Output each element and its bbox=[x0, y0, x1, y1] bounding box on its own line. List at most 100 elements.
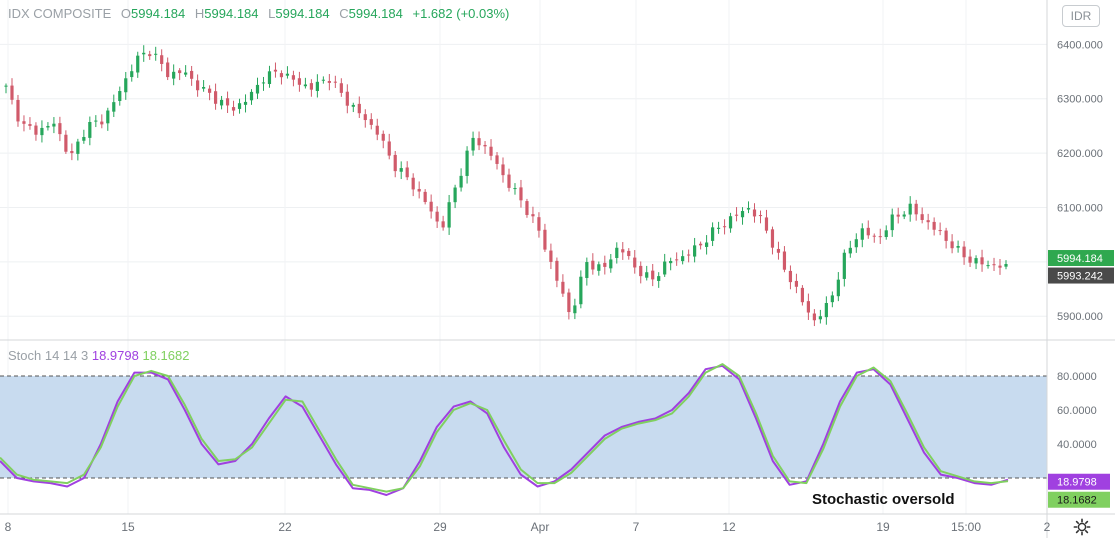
candle-body bbox=[746, 208, 751, 210]
candle-body bbox=[22, 121, 26, 124]
candle-body bbox=[872, 235, 876, 237]
candle-body bbox=[213, 91, 218, 104]
candle-body bbox=[285, 73, 290, 76]
candle-body bbox=[291, 75, 296, 80]
candle-body bbox=[860, 228, 864, 240]
stoch-d-tag-label: 18.1682 bbox=[1057, 495, 1097, 507]
price-tick-label: 6400.000 bbox=[1057, 39, 1103, 51]
candle-body bbox=[327, 81, 331, 83]
candle-body bbox=[579, 276, 583, 305]
price-tick-label: 6100.000 bbox=[1057, 202, 1103, 214]
time-tick-label: 12 bbox=[722, 520, 736, 534]
symbol-label[interactable]: IDX COMPOSITE bbox=[8, 6, 112, 21]
candle-body bbox=[393, 154, 397, 172]
candle-body bbox=[10, 85, 14, 100]
candle-body bbox=[591, 260, 595, 270]
candle-body bbox=[160, 55, 164, 64]
candle-body bbox=[890, 214, 894, 231]
time-tick-label: 2 bbox=[1044, 520, 1051, 534]
candle-body bbox=[357, 103, 361, 114]
candles[interactable] bbox=[4, 45, 1008, 327]
candle-body bbox=[944, 230, 948, 241]
candle-body bbox=[609, 259, 613, 269]
price-tick-label: 6300.000 bbox=[1057, 94, 1103, 106]
oversold-annotation: Stochastic oversold bbox=[812, 491, 955, 508]
candle-body bbox=[315, 81, 319, 92]
candle-body bbox=[453, 187, 457, 203]
candle-body bbox=[699, 243, 703, 246]
candle-body bbox=[573, 305, 577, 314]
candle-body bbox=[477, 138, 481, 146]
candle-body bbox=[956, 246, 960, 248]
candle-body bbox=[130, 71, 134, 78]
candle-body bbox=[926, 220, 930, 223]
stoch-name[interactable]: Stoch 14 14 3 bbox=[8, 348, 89, 363]
high-key: H bbox=[194, 6, 205, 21]
candle-body bbox=[938, 230, 942, 232]
stoch-lines[interactable] bbox=[0, 363, 1009, 496]
currency-button[interactable]: IDR bbox=[1062, 5, 1100, 27]
candle-body bbox=[998, 265, 1002, 268]
low-key: L bbox=[268, 6, 276, 21]
candle-body bbox=[657, 276, 661, 281]
candle-body bbox=[740, 211, 745, 218]
candle-body bbox=[225, 98, 230, 106]
price-tick-label: 6200.000 bbox=[1057, 148, 1103, 160]
candle-body bbox=[896, 214, 900, 217]
candle-body bbox=[52, 123, 56, 127]
candle-body bbox=[124, 78, 128, 93]
candle-body bbox=[675, 259, 679, 261]
candle-body bbox=[693, 245, 697, 257]
candle-body bbox=[196, 80, 200, 91]
candle-body bbox=[687, 254, 691, 256]
candle-body bbox=[333, 81, 337, 83]
candle-body bbox=[531, 214, 535, 217]
candle-body bbox=[219, 99, 224, 106]
candle-body bbox=[764, 217, 769, 231]
candle-body bbox=[752, 209, 757, 217]
candle-body bbox=[297, 78, 302, 85]
candle-body bbox=[429, 201, 433, 212]
candle-body bbox=[309, 83, 313, 90]
candle-body bbox=[142, 52, 146, 55]
gear-icon[interactable] bbox=[1073, 518, 1091, 536]
oversold-overbought-band bbox=[0, 376, 1047, 478]
candle-body bbox=[190, 70, 194, 79]
candle-body bbox=[962, 246, 966, 258]
candle-body bbox=[812, 313, 816, 321]
candle-body bbox=[645, 272, 649, 278]
candle-body bbox=[992, 264, 996, 266]
candle-body bbox=[178, 70, 182, 74]
candle-body bbox=[842, 252, 846, 279]
candle-body bbox=[483, 144, 487, 147]
candle-body bbox=[681, 256, 685, 262]
ohlc-low: L5994.184 bbox=[268, 6, 329, 21]
candle-body bbox=[549, 250, 553, 262]
candle-body bbox=[603, 262, 607, 267]
change-value: +1.682 (+0.03%) bbox=[412, 6, 510, 21]
candle-body bbox=[728, 216, 733, 229]
close-value: 5994.184 bbox=[348, 6, 403, 21]
candle-body bbox=[279, 73, 284, 78]
time-tick-label: 29 bbox=[433, 520, 447, 534]
candle-body bbox=[136, 55, 140, 73]
candle-body bbox=[806, 301, 810, 313]
stoch-d-line bbox=[0, 363, 1009, 493]
candle-body bbox=[40, 127, 44, 136]
candle-body bbox=[465, 150, 469, 176]
stoch-legend: Stoch 14 14 3 18.9798 18.1682 bbox=[8, 348, 189, 363]
candle-body bbox=[184, 72, 188, 75]
candle-body bbox=[399, 168, 403, 172]
stoch-k-value: 18.9798 bbox=[91, 348, 139, 363]
time-tick-label: 22 bbox=[278, 520, 292, 534]
candle-body bbox=[345, 91, 349, 106]
candle-body bbox=[375, 125, 379, 135]
candle-body bbox=[980, 257, 984, 265]
candle-body bbox=[405, 167, 409, 178]
candle-body bbox=[249, 91, 254, 101]
candle-body bbox=[471, 137, 475, 151]
candle-body bbox=[435, 211, 439, 222]
candle-body bbox=[710, 227, 715, 241]
candle-body bbox=[28, 124, 32, 126]
candle-body bbox=[669, 260, 673, 264]
